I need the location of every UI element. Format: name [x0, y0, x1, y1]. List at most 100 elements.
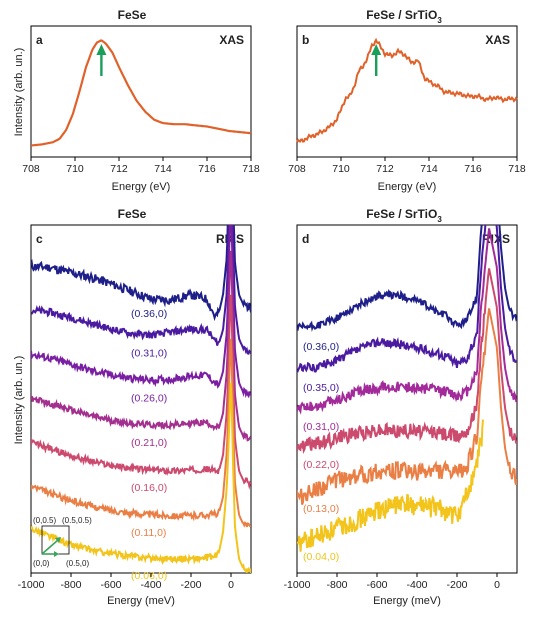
panel-d-q-labels: (0.36,0) (0.35,0) (0.31,0) (0.22,0) (0.13,0)… [303, 341, 339, 563]
x-tick-label: 710 [332, 163, 350, 175]
panel-d-title-sub: 3 [437, 215, 442, 224]
panel-c-curves [31, 225, 251, 573]
bz-label-05-0: (0.5,0) [66, 559, 89, 568]
q-label: (0.16,0) [131, 482, 167, 494]
panel-b: FeSe / SrTiO3 b XAS 708 710 712 714 716 718 E… [288, 8, 526, 193]
q-label: (0.31,0) [303, 421, 339, 433]
q-label: (0.35,0) [303, 382, 339, 394]
bz-label-0-05: (0,0.5) [33, 516, 56, 525]
panel-d-tag: RIXS [482, 232, 510, 246]
bz-arrow-diag [41, 539, 59, 555]
panel-d-title-main: FeSe / SrTiO [366, 207, 437, 221]
arrow-head [96, 44, 107, 55]
q-label: (0.22,0) [303, 459, 339, 471]
rixs-series-line [31, 338, 251, 528]
panel-b-title-main: FeSe / SrTiO [366, 8, 437, 22]
x-tick-label: 0 [228, 579, 234, 591]
x-tick-label: -800 [326, 579, 347, 591]
bz-inset: (0,0.5) (0.5,0.5) (0,0) (0.5,0) [33, 516, 92, 568]
x-tick-label: -1000 [284, 579, 311, 591]
panel-a-xas-line [30, 39, 252, 147]
q-label: (0.04,0) [303, 551, 339, 563]
panel-a-title: FeSe [118, 8, 147, 22]
panel-a-xlabel: Energy (eV) [112, 181, 171, 193]
q-label: (0.36,0) [131, 308, 167, 320]
panel-d: FeSe / SrTiO3 d RIXS (0.36,0)(0.35,0)(0.… [284, 207, 518, 607]
x-tick-label: -1000 [18, 579, 45, 591]
panel-d-frame [296, 224, 518, 574]
bz-label-0-0: (0,0) [33, 559, 50, 568]
panel-a-letter: a [36, 33, 43, 47]
q-label: (0.36,0) [303, 341, 339, 353]
rixs-series-line [297, 225, 517, 332]
bz-arrow-diag-head [55, 537, 61, 543]
rixs-series-line [31, 382, 251, 573]
panel-b-title: FeSe / SrTiO3 [366, 8, 442, 25]
q-label: (0.11,0) [131, 527, 166, 539]
rixs-series-line [297, 419, 484, 552]
panel-b-xas-line [296, 37, 518, 143]
x-tick-label: 714 [420, 163, 438, 175]
panel-b-title-sub: 3 [437, 16, 442, 25]
panel-c: FeSe c RIXS (0.36,0)(0.31,0)(0.26,0)(0.2… [13, 207, 252, 607]
x-tick-label: 708 [22, 163, 40, 175]
x-tick-label: 718 [508, 163, 526, 175]
x-tick-label: 708 [288, 163, 306, 175]
x-tick-label: 718 [242, 163, 260, 175]
panel-d-letter: d [302, 232, 309, 246]
x-tick-label: -800 [60, 579, 81, 591]
arrow-head [371, 44, 382, 55]
panel-d-curves [297, 225, 517, 552]
x-tick-label: -600 [100, 579, 121, 591]
q-label: (0.13,0) [303, 503, 339, 515]
panel-b-xlabel: Energy (eV) [378, 181, 437, 193]
x-tick-label: 710 [66, 163, 84, 175]
rixs-series-line [31, 225, 251, 355]
panel-b-peak-arrow [371, 44, 382, 76]
panel-a-peak-arrow [96, 44, 107, 76]
panel-a-tag: XAS [219, 33, 244, 47]
panel-d-title: FeSe / SrTiO3 [366, 207, 442, 224]
bz-label-05-05: (0.5,0.5) [62, 516, 92, 525]
panel-a-x-ticks: 708 710 712 714 716 718 [22, 157, 260, 175]
panel-b-tag: XAS [485, 33, 510, 47]
rixs-series-line [31, 225, 251, 399]
x-tick-label: -200 [180, 579, 201, 591]
panel-d-xlabel: Energy (meV) [373, 595, 441, 607]
bz-arrow-x-head [54, 551, 59, 557]
x-tick-label: 0 [494, 579, 500, 591]
panel-a: FeSe a XAS 708 710 712 714 716 718 Energy (eV… [13, 8, 260, 193]
panel-b-letter: b [302, 33, 309, 47]
panel-c-letter: c [36, 232, 43, 246]
rixs-series-line [31, 250, 251, 442]
panel-b-x-ticks: 708 710 712 714 716 718 [288, 157, 526, 175]
panel-c-xlabel: Energy (meV) [107, 595, 175, 607]
x-tick-label: -200 [446, 579, 467, 591]
x-tick-label: 712 [110, 163, 128, 175]
q-label: (0.21,0) [131, 437, 167, 449]
q-label: (0.06,0) [131, 570, 167, 582]
x-tick-label: -600 [366, 579, 387, 591]
rixs-series-line [297, 225, 517, 373]
rixs-series-line [31, 225, 251, 322]
panel-a-frame [30, 25, 252, 158]
panel-c-title: FeSe [118, 207, 147, 221]
x-tick-label: 716 [464, 163, 482, 175]
x-tick-label: -400 [406, 579, 427, 591]
panel-a-ylabel: Intensity (arb. un.) [13, 48, 25, 137]
panel-d-x-ticks: -1000 -800 -600 -400 -200 0 [284, 573, 500, 591]
rixs-series-line [31, 294, 251, 490]
x-tick-label: 712 [376, 163, 394, 175]
rixs-series-line [297, 228, 517, 415]
x-tick-label: 714 [154, 163, 172, 175]
x-tick-label: 716 [198, 163, 216, 175]
panel-c-q-labels: (0.36,0) (0.31,0) (0.26,0) (0.21,0) (0.16,0)… [131, 308, 167, 582]
panel-c-x-ticks: -1000 -800 -600 -400 -200 0 [18, 573, 234, 591]
panel-c-ylabel: Intensity (arb. un.) [13, 356, 25, 445]
q-label: (0.31,0) [131, 347, 167, 359]
rixs-series-line [297, 308, 517, 505]
panel-b-frame [296, 25, 518, 158]
q-label: (0.26,0) [131, 392, 167, 404]
x-tick-label: -400 [140, 579, 161, 591]
